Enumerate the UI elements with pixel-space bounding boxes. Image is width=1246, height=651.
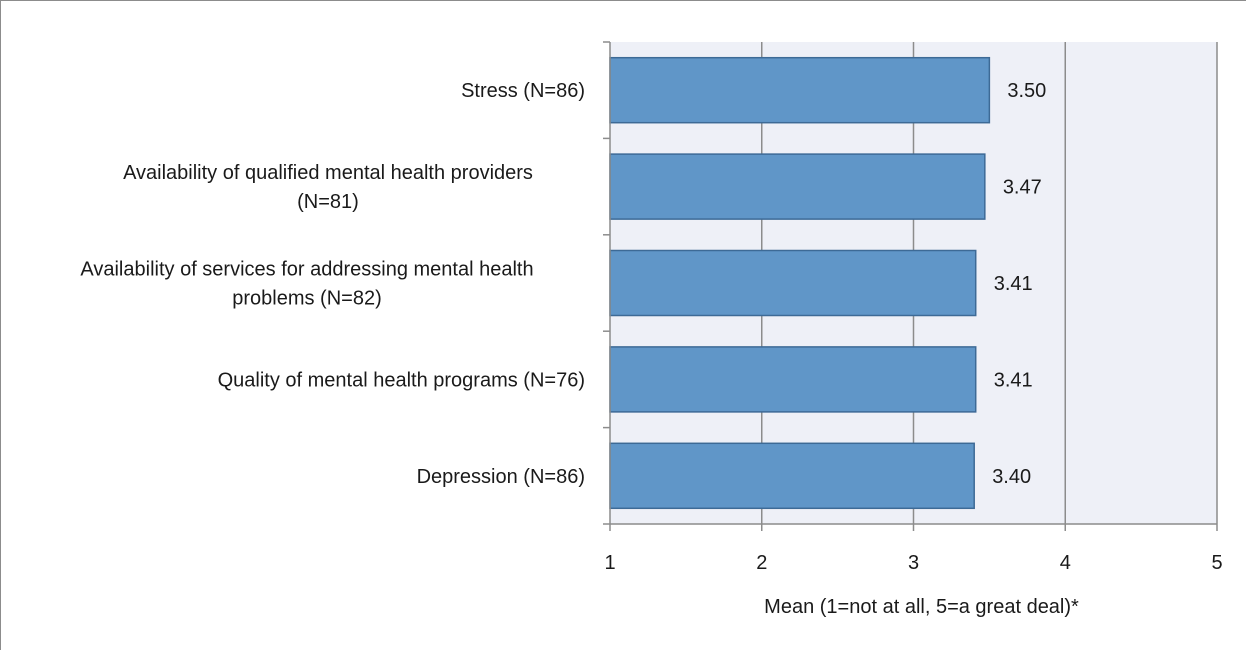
value-label: 3.47 xyxy=(1003,177,1042,199)
bars xyxy=(609,56,991,510)
axes xyxy=(603,41,1218,531)
category-label: Quality of mental health programs (N=76) xyxy=(218,369,585,391)
value-label: 3.50 xyxy=(1007,80,1046,102)
x-tick-label: 4 xyxy=(1060,552,1071,574)
x-tick-label: 1 xyxy=(604,552,615,574)
category-label: Availability of qualified mental health … xyxy=(123,162,533,213)
x-tick-labels: 1 2 3 4 5 xyxy=(604,552,1222,574)
x-axis-title: Mean (1=not at all, 5=a great deal)* xyxy=(764,596,1079,618)
bar xyxy=(609,442,975,510)
category-label: Stress (N=86) xyxy=(461,80,585,102)
bar xyxy=(609,249,977,317)
value-label: 3.41 xyxy=(994,273,1033,295)
value-labels: 3.50 3.47 3.41 3.41 3.40 xyxy=(992,80,1046,488)
category-label: Depression (N=86) xyxy=(417,466,585,488)
bar xyxy=(609,153,986,220)
bar xyxy=(609,56,991,124)
x-tick-label: 2 xyxy=(756,552,767,574)
value-label: 3.40 xyxy=(992,466,1031,488)
value-label: 3.41 xyxy=(994,369,1033,391)
category-label: Availability of services for addressing … xyxy=(80,259,533,310)
x-tick-label: 3 xyxy=(908,552,919,574)
x-tick-label: 5 xyxy=(1211,552,1222,574)
category-labels: Stress (N=86) Availability of qualified m… xyxy=(80,80,585,488)
bar xyxy=(609,346,977,413)
